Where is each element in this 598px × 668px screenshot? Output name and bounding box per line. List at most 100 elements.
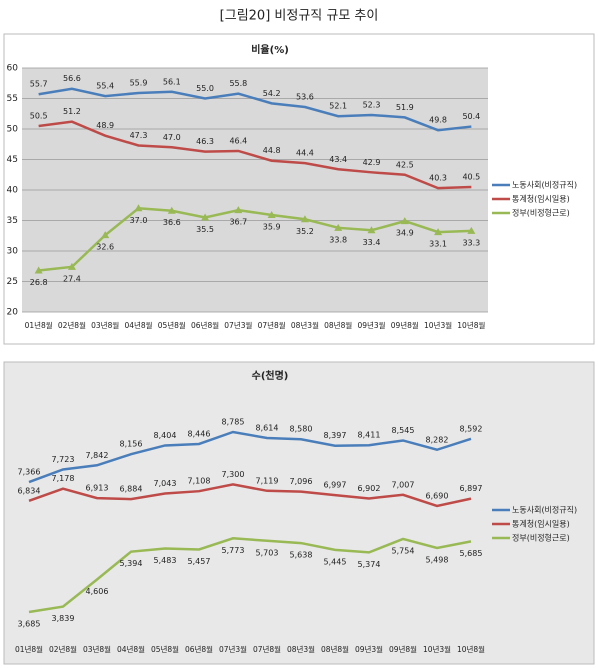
marker [67, 262, 76, 270]
data-label: 52.3 [363, 100, 381, 109]
data-label: 5,374 [358, 560, 381, 569]
data-label: 36.6 [163, 218, 181, 227]
x-tick-label: 06년8월 [185, 644, 213, 654]
marker [367, 226, 376, 234]
data-label: 35.9 [263, 223, 281, 232]
data-label: 47.0 [163, 133, 181, 142]
y-tick-label: 50 [7, 125, 19, 135]
legend-label: 노동사회(비정규직) [512, 505, 577, 515]
marker [167, 206, 176, 214]
x-tick-label: 08년3월 [287, 644, 315, 654]
data-label: 8,411 [358, 431, 381, 440]
data-label: 4,606 [86, 587, 109, 596]
data-label: 55.4 [96, 82, 114, 91]
line [28, 483, 472, 508]
x-tick-label: 03년8월 [83, 644, 111, 654]
y-tick-label: 55 [7, 94, 18, 104]
data-label: 7,842 [86, 451, 109, 460]
data-label: 7,366 [18, 468, 41, 477]
data-label: 6,913 [86, 484, 109, 493]
marker [234, 206, 243, 214]
data-label: 48.9 [96, 121, 114, 130]
data-label: 5,685 [460, 549, 483, 558]
data-label: 49.8 [429, 116, 447, 125]
data-label: 33.3 [462, 238, 480, 247]
y-tick-label: 25 [7, 277, 18, 287]
data-label: 6,690 [426, 491, 449, 500]
data-label: 42.5 [396, 160, 414, 169]
x-tick-label: 08년3월 [291, 320, 319, 330]
x-tick-label: 09년8월 [389, 644, 417, 654]
data-label: 7,007 [392, 480, 415, 489]
marker [201, 213, 210, 221]
data-label: 6,884 [120, 485, 143, 494]
y-tick-label: 45 [7, 155, 18, 165]
data-label: 5,483 [154, 556, 177, 565]
data-label: 6,834 [18, 486, 41, 495]
data-label: 46.4 [229, 136, 247, 145]
x-tick-label: 02년8월 [49, 644, 77, 654]
data-label: 50.5 [30, 111, 48, 120]
marker [467, 226, 476, 234]
x-tick-label: 07년3월 [219, 644, 247, 654]
data-label: 5,773 [222, 546, 245, 555]
data-label: 5,457 [188, 557, 211, 566]
data-label: 44.4 [296, 149, 314, 158]
data-label: 33.1 [429, 240, 447, 249]
data-label: 26.8 [30, 278, 48, 287]
x-tick-label: 09년3월 [357, 320, 385, 330]
data-label: 7,108 [188, 477, 211, 486]
x-tick-label: 05년8월 [151, 644, 179, 654]
data-label: 54.2 [263, 89, 281, 98]
x-tick-label: 10년8월 [457, 320, 485, 330]
data-label: 7,119 [256, 476, 279, 485]
marker [34, 266, 43, 274]
x-tick-label: 08년8월 [321, 644, 349, 654]
data-label: 55.8 [229, 79, 247, 88]
data-label: 6,902 [358, 484, 381, 493]
x-tick-label: 01년8월 [15, 644, 43, 654]
data-label: 8,156 [120, 440, 143, 449]
x-tick-label: 01년8월 [25, 320, 53, 330]
y-tick-label: 60 [7, 64, 19, 74]
data-label: 5,394 [120, 559, 143, 568]
x-tick-label: 08년8월 [324, 320, 352, 330]
data-label: 53.6 [296, 93, 314, 102]
data-label: 47.3 [130, 131, 148, 140]
marker [334, 223, 343, 231]
line [38, 207, 472, 272]
data-label: 5,754 [392, 546, 415, 555]
x-tick-label: 06년8월 [191, 320, 219, 330]
data-label: 7,178 [52, 474, 75, 483]
data-label: 3,839 [52, 614, 75, 623]
data-label: 55.9 [130, 79, 148, 88]
marker [434, 228, 443, 236]
data-label: 37.0 [130, 216, 148, 225]
x-tick-label: 04년8월 [117, 644, 145, 654]
marker [134, 204, 143, 212]
data-label: 44.8 [263, 146, 281, 155]
data-label: 7,723 [52, 455, 75, 464]
data-label: 33.4 [363, 238, 381, 247]
x-tick-label: 07년8월 [253, 644, 281, 654]
x-tick-label: 10년3월 [423, 644, 451, 654]
data-label: 46.3 [196, 137, 214, 146]
data-label: 5,638 [290, 551, 313, 560]
x-tick-label: 07년3월 [224, 320, 252, 330]
data-label: 55.0 [196, 84, 214, 93]
data-label: 7,300 [222, 470, 245, 479]
x-tick-label: 04년8월 [124, 320, 152, 330]
legend-label: 정부(비정형근로) [512, 533, 570, 543]
line [28, 537, 472, 614]
marker [101, 231, 110, 239]
data-label: 35.5 [196, 225, 214, 234]
data-label: 56.1 [163, 77, 181, 86]
y-tick-label: 30 [7, 247, 19, 257]
x-tick-label: 09년3월 [355, 644, 383, 654]
data-label: 8,282 [426, 435, 449, 444]
legend-label: 통계청(임시일용) [512, 194, 570, 204]
marker [300, 215, 309, 223]
data-label: 6,997 [324, 481, 347, 490]
x-tick-label: 10년8월 [457, 644, 485, 654]
y-tick-label: 35 [7, 216, 18, 226]
